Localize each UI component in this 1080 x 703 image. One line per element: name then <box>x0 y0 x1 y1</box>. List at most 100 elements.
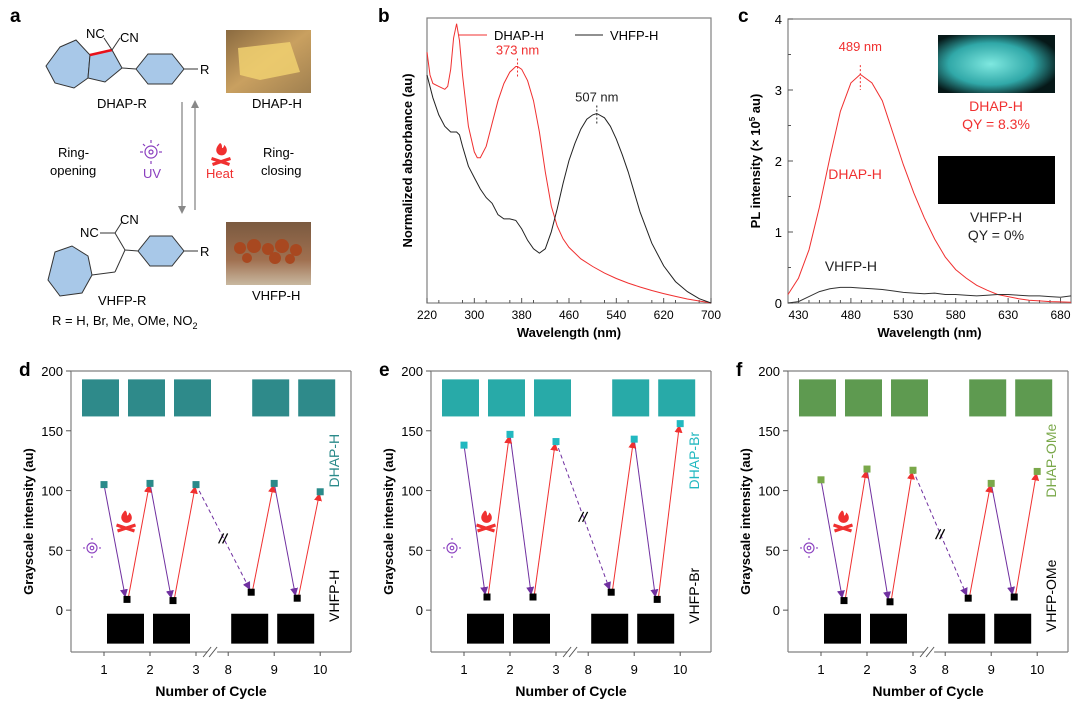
state-label-high: DHAP-OMe <box>1043 424 1059 498</box>
panel-e-label: e <box>379 360 390 381</box>
data-point-low <box>247 588 255 596</box>
uv-arrow <box>990 483 1015 595</box>
color-swatch-dhap <box>442 379 479 417</box>
uv-lamp-icon-part <box>806 545 812 551</box>
color-swatch-dhap <box>891 379 928 417</box>
x-tick-label: 680 <box>1051 308 1071 322</box>
legend-label-dhap-h: DHAP-H <box>494 28 544 43</box>
x-tick-label: 620 <box>654 308 674 322</box>
x-axis-label: Number of Cycle <box>515 683 626 699</box>
heat-label: Heat <box>206 166 234 181</box>
series-line-vhfp-h <box>426 74 712 304</box>
x-tick-label: 1 <box>460 662 467 677</box>
ring-opening-text-1: Ring- <box>58 145 89 160</box>
panel-d-label: d <box>19 360 31 381</box>
arrow-break-mark <box>578 511 585 523</box>
y-tick-label: 4 <box>775 12 782 27</box>
data-point-low <box>293 594 301 602</box>
x-tick-label: 8 <box>225 662 232 677</box>
y-axis-label: Grayscale intensity (au) <box>21 448 36 595</box>
heat-arrow <box>173 485 198 601</box>
bond <box>124 249 139 252</box>
phenyl-ring-top <box>135 53 185 85</box>
heat-arrow <box>297 492 322 599</box>
color-swatch-dhap <box>658 379 696 417</box>
color-swatch-dhap <box>298 379 336 417</box>
bond <box>103 37 113 51</box>
color-swatch-vhfp <box>107 613 144 644</box>
y-tick-label: 0 <box>773 603 780 618</box>
r-label: R <box>200 62 209 77</box>
y-tick-label: 150 <box>758 424 780 439</box>
y-tick-label: 100 <box>401 484 423 499</box>
data-point-low <box>1010 593 1018 601</box>
uv-arrow-dashed <box>912 470 968 597</box>
axis-break-mark <box>925 646 935 658</box>
legend-label-vhfp-h: VHFP-H <box>610 28 658 43</box>
y-tick-label: 150 <box>401 424 423 439</box>
y-axis-label: Grayscale intensity (au) <box>381 448 396 595</box>
x-tick-label: 3 <box>909 662 916 677</box>
heat-arrow <box>890 471 915 602</box>
fire-icon-flame <box>481 510 492 523</box>
x-tick-label: 630 <box>998 308 1018 322</box>
ring-closing-text-2: closing <box>261 163 301 178</box>
y-tick-label: 1 <box>775 225 782 240</box>
x-tick-label: 3 <box>192 662 199 677</box>
peak-annotation: 507 nm <box>575 89 618 104</box>
highlight-bond <box>89 48 113 57</box>
uv-arrow <box>463 445 489 595</box>
uv-lamp-icon <box>83 537 101 558</box>
arrow-break-mark <box>935 528 942 540</box>
panel-d: d 0 50 100 150 200 1 2 3 8 9 10 Number of Cycle Grays… <box>19 360 352 699</box>
color-swatch-dhap <box>1015 379 1053 417</box>
uv-lamp-icon-part <box>803 542 815 554</box>
r-groups-text: R = H, Br, Me, OMe, NO2 <box>52 313 198 331</box>
color-swatch-dhap <box>845 379 882 417</box>
axis-break-mark <box>568 646 578 658</box>
x-tick-label: 9 <box>631 662 638 677</box>
bond <box>114 221 123 234</box>
y-axis-label: PL intensity (× 105 au) <box>748 94 763 229</box>
heat-arrow <box>657 424 683 600</box>
uv-arrow <box>103 484 128 598</box>
dhap-h-photo-label: DHAP-H <box>252 96 302 111</box>
panel-b-label: b <box>378 6 390 27</box>
data-point-high <box>460 441 468 449</box>
y-tick-label: 0 <box>416 603 423 618</box>
uv-arrow <box>820 479 845 599</box>
data-point-low <box>840 597 848 605</box>
heat-arrow <box>487 435 513 598</box>
panel-f: f 0 50 100 150 200 1 2 3 8 9 10 Number of Cycle Grays… <box>736 360 1069 699</box>
phenyl-ring-bottom <box>137 235 185 267</box>
color-swatch-dhap <box>252 379 290 417</box>
x-tick-label: 2 <box>506 662 513 677</box>
color-swatch-dhap <box>488 379 525 417</box>
uv-arrow <box>633 439 659 598</box>
data-point-low <box>964 594 972 602</box>
x-tick-label: 530 <box>893 308 913 322</box>
fire-icon-flame <box>838 510 849 523</box>
state-label-low: VHFP-Br <box>686 567 702 623</box>
heat-arrow <box>844 470 869 601</box>
data-point-high <box>316 488 324 496</box>
y-tick-label: 3 <box>775 83 782 98</box>
arrow-break-mark <box>218 533 225 544</box>
x-tick-label: 430 <box>788 308 808 322</box>
data-point-low <box>123 595 131 603</box>
x-tick-label: 9 <box>271 662 278 677</box>
r-label-2: R <box>200 244 209 259</box>
fire-icon <box>211 143 231 166</box>
color-swatch-vhfp <box>824 613 861 644</box>
uv-lamp-icon-part <box>446 542 458 554</box>
arrow-break-mark <box>939 528 946 540</box>
heptafulvene-ring <box>47 245 93 297</box>
inset-label-dhap-h: DHAP-H <box>969 98 1023 114</box>
color-swatch-vhfp <box>467 613 504 644</box>
x-tick-label: 9 <box>988 662 995 677</box>
x-tick-label: 8 <box>585 662 592 677</box>
y-tick-label: 200 <box>758 364 780 379</box>
axis-break-mark <box>562 646 572 658</box>
heat-arrow <box>611 440 637 593</box>
